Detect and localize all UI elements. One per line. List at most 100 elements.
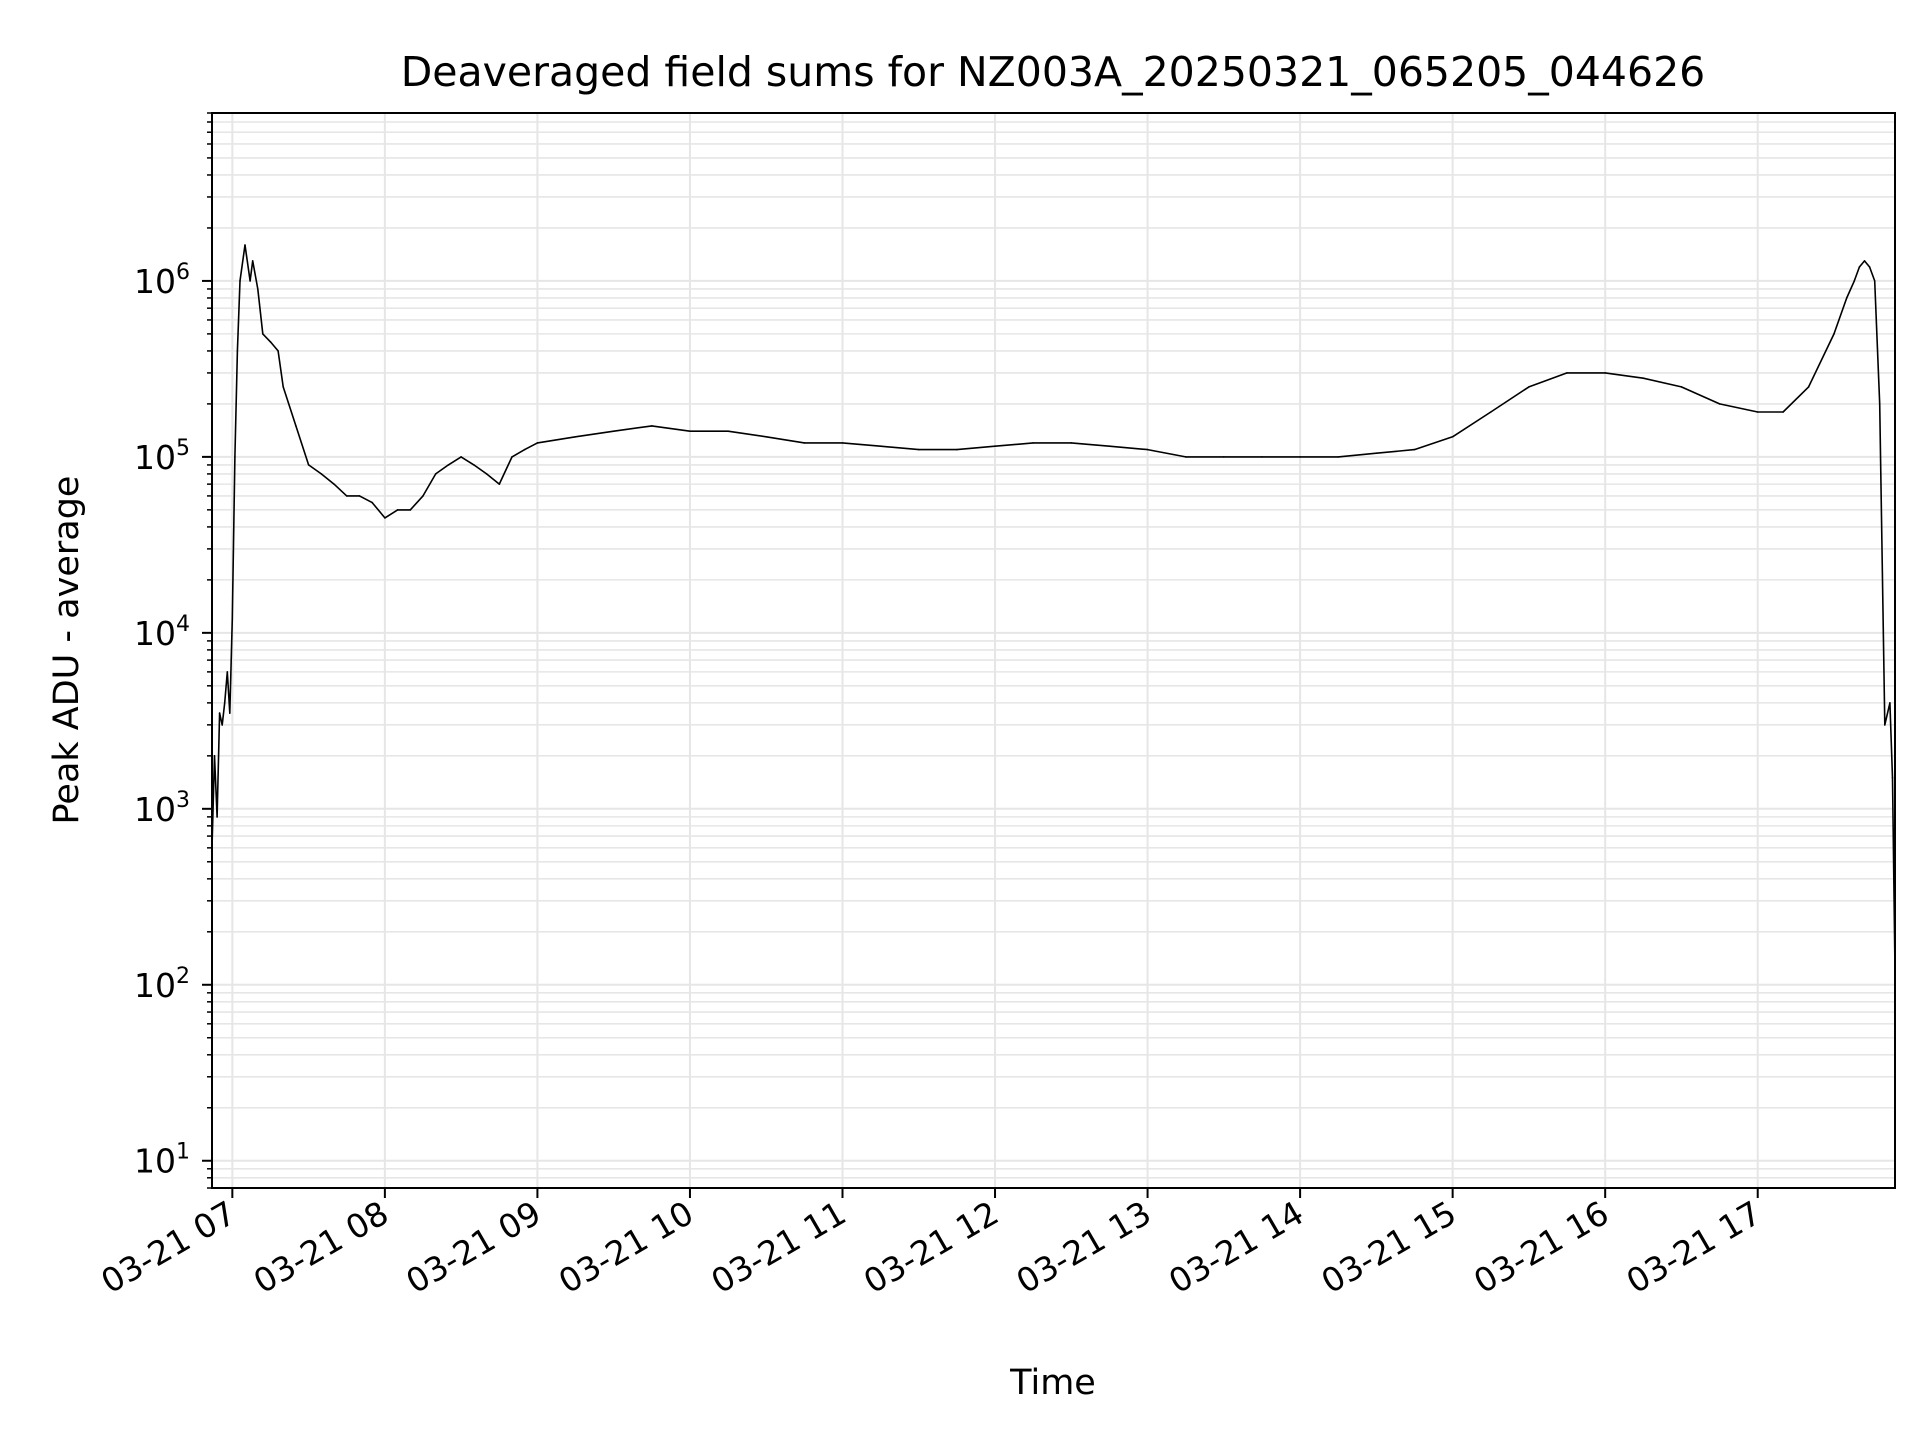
data-point [226, 671, 229, 673]
data-point [1299, 456, 1301, 458]
data-point [229, 712, 231, 714]
data-point [422, 495, 424, 497]
y-tick-base: 10 [134, 966, 176, 1005]
data-point [223, 702, 226, 704]
data-point [244, 244, 246, 246]
data-point [1604, 372, 1606, 374]
data-point [277, 350, 279, 352]
data-point [1884, 724, 1886, 726]
data-point [213, 755, 216, 757]
data-point [956, 448, 958, 451]
data-point [1891, 777, 1894, 779]
y-tick-exponent: 6 [176, 260, 190, 285]
y-tick-label: 105 [134, 436, 190, 477]
data-point [1413, 448, 1416, 451]
data-point [295, 425, 297, 427]
y-tick-exponent: 2 [176, 964, 190, 989]
y-tick-base: 10 [134, 1142, 176, 1181]
data-point [434, 473, 437, 475]
data-point [409, 509, 412, 511]
data-point [333, 483, 335, 485]
y-tick-base: 10 [134, 262, 176, 301]
data-point [1873, 280, 1876, 282]
data-point [1261, 456, 1263, 458]
data-point [1833, 333, 1835, 335]
data-point [262, 333, 264, 335]
y-axis-label: Peak ADU - average [47, 476, 87, 825]
data-point [473, 464, 475, 466]
data-point [612, 430, 615, 433]
data-point [447, 464, 450, 466]
data-point [216, 816, 218, 818]
data-point [1490, 411, 1492, 413]
data-point [1451, 436, 1454, 438]
y-tick-label: 104 [134, 612, 190, 653]
data-point [320, 473, 323, 475]
data-point [236, 350, 239, 352]
grid-lines [212, 112, 1895, 1189]
data-point [396, 509, 399, 511]
y-tick-exponent: 4 [176, 612, 190, 637]
data-point [239, 280, 241, 282]
data-point [345, 495, 348, 497]
data-point [1858, 266, 1861, 268]
data-point [371, 501, 374, 504]
data-point [536, 442, 539, 444]
data-point [994, 445, 996, 448]
data-point [282, 386, 285, 388]
data-point [1853, 280, 1856, 282]
data-point [1146, 448, 1149, 451]
data-point [485, 473, 488, 475]
x-axis-label: Time [1009, 1363, 1096, 1403]
data-point [879, 445, 882, 448]
data-point [251, 260, 254, 262]
data-point [1718, 403, 1721, 405]
data-point [803, 442, 806, 444]
data-point [1680, 386, 1683, 388]
data-point [918, 448, 920, 451]
data-point [841, 442, 844, 444]
data-point [574, 436, 577, 438]
data-point [218, 712, 221, 714]
data-point [221, 724, 223, 726]
data-point [1375, 452, 1378, 455]
series-line [211, 244, 1896, 971]
data-point [1845, 297, 1848, 299]
data-point [498, 483, 501, 485]
data-point [231, 618, 234, 620]
data-point [523, 448, 526, 451]
data-point [269, 341, 272, 343]
data-point [1566, 372, 1568, 374]
data-series [211, 244, 1896, 972]
data-point [1889, 702, 1891, 704]
y-tick-label: 101 [134, 1140, 190, 1181]
data-point [1642, 377, 1645, 380]
data-point [358, 495, 361, 497]
data-point [1070, 442, 1073, 444]
data-point [460, 456, 462, 458]
y-tick-base: 10 [134, 438, 176, 477]
data-point [384, 517, 386, 519]
y-tick-label: 106 [134, 260, 190, 301]
data-point [727, 430, 729, 433]
data-point [1863, 260, 1866, 262]
y-tick-exponent: 1 [176, 1140, 190, 1165]
data-point [689, 430, 691, 433]
data-point [1528, 386, 1530, 388]
data-point [511, 456, 513, 458]
data-point [1756, 411, 1759, 413]
y-tick-label: 102 [134, 964, 190, 1005]
y-tick-base: 10 [134, 790, 176, 829]
data-point [765, 436, 767, 438]
y-tick-base: 10 [134, 614, 176, 653]
chart-title: Deaveraged field sums for NZ003A_2025032… [401, 48, 1706, 96]
data-point [234, 456, 236, 458]
data-point [651, 425, 653, 427]
data-point [249, 280, 251, 282]
data-point [1782, 411, 1784, 413]
data-point [1878, 403, 1881, 405]
data-point [1337, 456, 1339, 458]
data-point [1868, 266, 1871, 268]
